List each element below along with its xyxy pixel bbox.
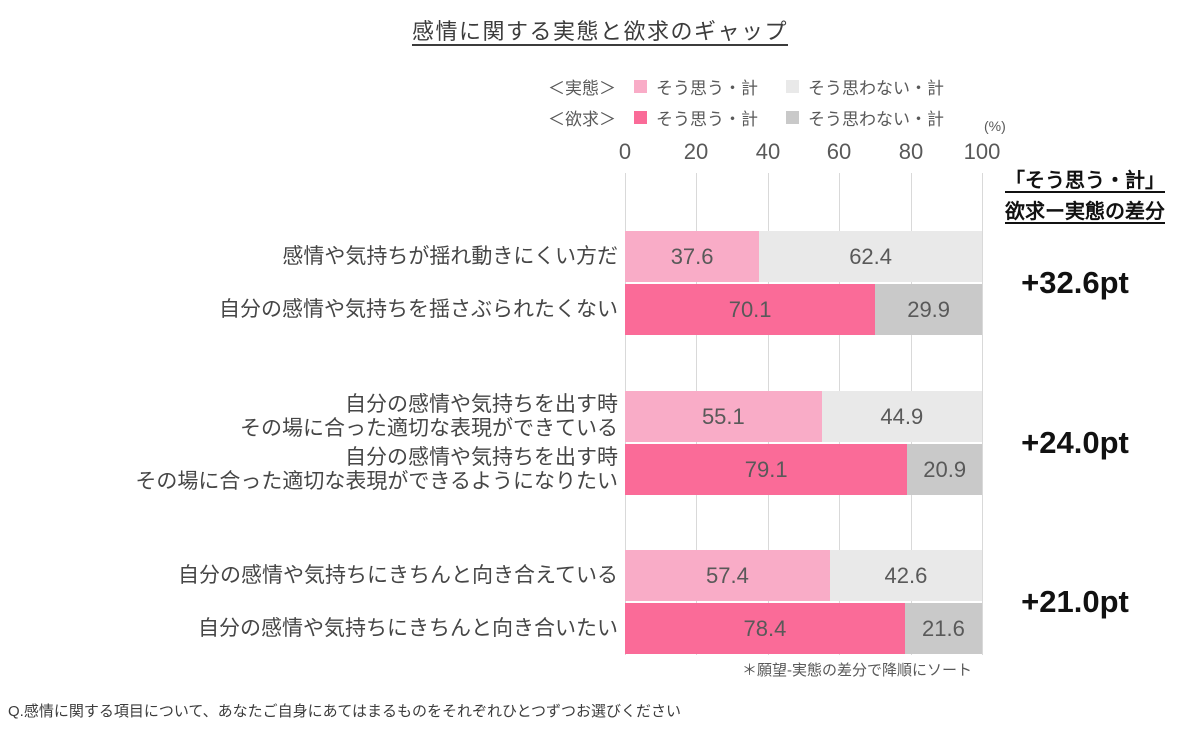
legend-item-actual-agree: そう思う・計	[634, 74, 758, 99]
bar-value-desire-disagree-2: 20.9	[923, 456, 967, 482]
bar-row-actual-2: 55.1 44.9	[625, 391, 982, 442]
legend-swatch-desire-agree	[634, 111, 647, 124]
bar-value-desire-agree-1: 70.1	[728, 296, 772, 322]
diff-value-2: +24.0pt	[1021, 425, 1129, 460]
category-label-desire-3: 自分の感情や気持ちにきちんと向き合いたい	[198, 616, 618, 640]
legend-swatch-actual-disagree	[786, 80, 799, 93]
x-tick-20: 20	[683, 139, 709, 164]
bar-segment-actual-agree-2: 55.1	[625, 391, 822, 442]
diff-header-line2: 欲求ー実態の差分	[1005, 201, 1165, 223]
chart-title: 感情に関する実態と欲求のギャップ	[0, 14, 1200, 46]
bar-row-desire-2: 79.1 20.9	[625, 444, 982, 495]
x-tick-60: 60	[826, 139, 852, 164]
legend-row-desire: ＜欲求＞ そう思う・計 そう思わない・計	[548, 105, 972, 130]
bar-segment-desire-disagree-1: 29.9	[875, 284, 982, 335]
legend-item-desire-disagree: そう思わない・計	[786, 105, 944, 130]
bar-segment-desire-agree-3: 78.4	[625, 603, 905, 654]
sort-footnote: ＊願望-実態の差分で降順にソート	[742, 662, 972, 679]
bar-value-actual-disagree-2: 44.9	[880, 403, 924, 429]
bar-row-desire-3: 78.4 21.6	[625, 603, 982, 654]
diff-value-3: +21.0pt	[1021, 584, 1129, 619]
bar-segment-actual-disagree-3: 42.6	[829, 550, 982, 601]
bar-value-actual-agree-3: 57.4	[706, 562, 749, 588]
bar-segment-actual-agree-3: 57.4	[625, 550, 830, 601]
chart-title-text: 感情に関する実態と欲求のギャップ	[411, 19, 788, 44]
legend-item-desire-agree: そう思う・計	[634, 105, 758, 130]
bar-value-desire-disagree-3: 21.6	[922, 615, 965, 641]
legend-label-desire-disagree: そう思わない・計	[808, 110, 944, 129]
legend-label-desire-agree: そう思う・計	[656, 110, 758, 129]
diff-value-1: +32.6pt	[1021, 265, 1129, 300]
diff-column-header: 「そう思う・計」 欲求ー実態の差分	[985, 166, 1185, 228]
bar-segment-actual-disagree-2: 44.9	[821, 391, 982, 442]
legend-actual-prefix: ＜実態＞	[548, 79, 616, 98]
category-label-actual-2: 自分の感情や気持ちを出す時 その場に合った適切な表現ができている	[240, 392, 618, 440]
bar-value-actual-agree-2: 55.1	[701, 403, 745, 429]
bar-segment-actual-agree-1: 37.6	[625, 231, 760, 282]
x-tick-40: 40	[755, 139, 781, 164]
legend-swatch-actual-agree	[634, 80, 647, 93]
bar-value-actual-agree-1: 37.6	[670, 243, 714, 269]
bar-row-actual-3: 57.4 42.6	[625, 550, 982, 601]
category-label-actual-1: 感情や気持ちが揺れ動きにくい方だ	[282, 244, 618, 268]
bar-segment-desire-agree-1: 70.1	[625, 284, 876, 335]
bar-segment-desire-agree-2: 79.1	[625, 444, 908, 495]
bar-row-desire-1: 70.1 29.9	[625, 284, 982, 335]
legend-item-actual-disagree: そう思わない・計	[786, 74, 944, 99]
bar-value-desire-agree-2: 79.1	[744, 456, 788, 482]
x-tick-0: 0	[618, 139, 632, 164]
gridline-100	[982, 173, 983, 655]
category-label-desire-2: 自分の感情や気持ちを出す時 その場に合った適切な表現ができるようになりたい	[135, 445, 618, 493]
x-tick-100: 100	[963, 139, 1001, 164]
legend-swatch-desire-disagree	[786, 111, 799, 124]
bar-segment-actual-disagree-1: 62.4	[759, 231, 982, 282]
bar-value-actual-disagree-3: 42.6	[884, 562, 928, 588]
diff-header-line1: 「そう思う・計」	[1005, 170, 1165, 192]
bar-segment-desire-disagree-2: 20.9	[907, 444, 982, 495]
survey-question: Q.感情に関する項目について、あなたご自身にあてはまるものをそれぞれひとつずつお…	[8, 703, 681, 720]
bar-row-actual-1: 37.6 62.4	[625, 231, 982, 282]
category-label-actual-3: 自分の感情や気持ちにきちんと向き合えている	[178, 563, 618, 587]
bar-value-desire-agree-3: 78.4	[743, 615, 787, 641]
legend-desire-prefix: ＜欲求＞	[548, 110, 616, 129]
legend-label-actual-agree: そう思う・計	[656, 79, 758, 98]
bar-segment-desire-disagree-3: 21.6	[904, 603, 982, 654]
bar-value-desire-disagree-1: 29.9	[907, 296, 951, 322]
category-label-desire-1: 自分の感情や気持ちを揺さぶられたくない	[219, 297, 618, 321]
legend-row-actual: ＜実態＞ そう思う・計 そう思わない・計	[548, 74, 972, 99]
bar-value-actual-disagree-1: 62.4	[849, 243, 893, 269]
x-tick-80: 80	[898, 139, 924, 164]
legend-label-actual-disagree: そう思わない・計	[808, 79, 944, 98]
percent-unit-label: (%)	[984, 118, 1006, 134]
